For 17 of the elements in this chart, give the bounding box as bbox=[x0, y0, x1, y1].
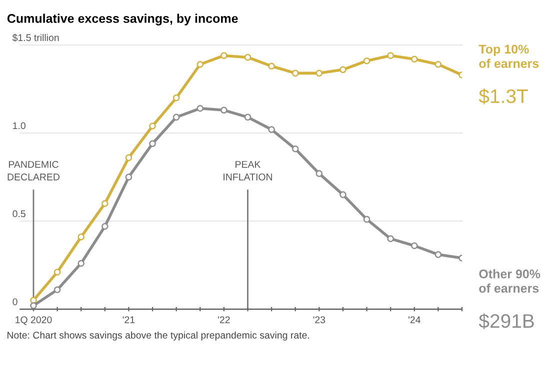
text: Note: Chart shows savings above the typical prepandemic saving rate. bbox=[8, 331, 309, 341]
annotation: $1.3T bbox=[478, 88, 528, 104]
x-tick-label: '24 bbox=[408, 316, 420, 324]
x-tick-label: '23 bbox=[313, 316, 326, 324]
series-label: Other 90% of earners bbox=[479, 269, 540, 293]
x-tick-label: '21 bbox=[122, 316, 135, 324]
x-tick-label: '22 bbox=[218, 316, 230, 324]
series-label: Top 10% of earners bbox=[478, 44, 539, 68]
annotation: $291B bbox=[478, 313, 534, 330]
y-tick-label: 0.5 bbox=[12, 210, 26, 218]
ref-line-label: PANDEMIC DECLARED bbox=[8, 160, 60, 180]
chart-title: Cumulative excess savings, by income bbox=[7, 14, 238, 26]
y-tick-label: 0 bbox=[12, 298, 18, 306]
y-tick-label: 1.0 bbox=[13, 122, 26, 130]
y-tick-label: $1.5 trillion bbox=[12, 34, 59, 42]
x-tick-label: 1Q 2020 bbox=[16, 316, 52, 325]
ref-line-label: PEAK INFLATION bbox=[224, 161, 272, 180]
